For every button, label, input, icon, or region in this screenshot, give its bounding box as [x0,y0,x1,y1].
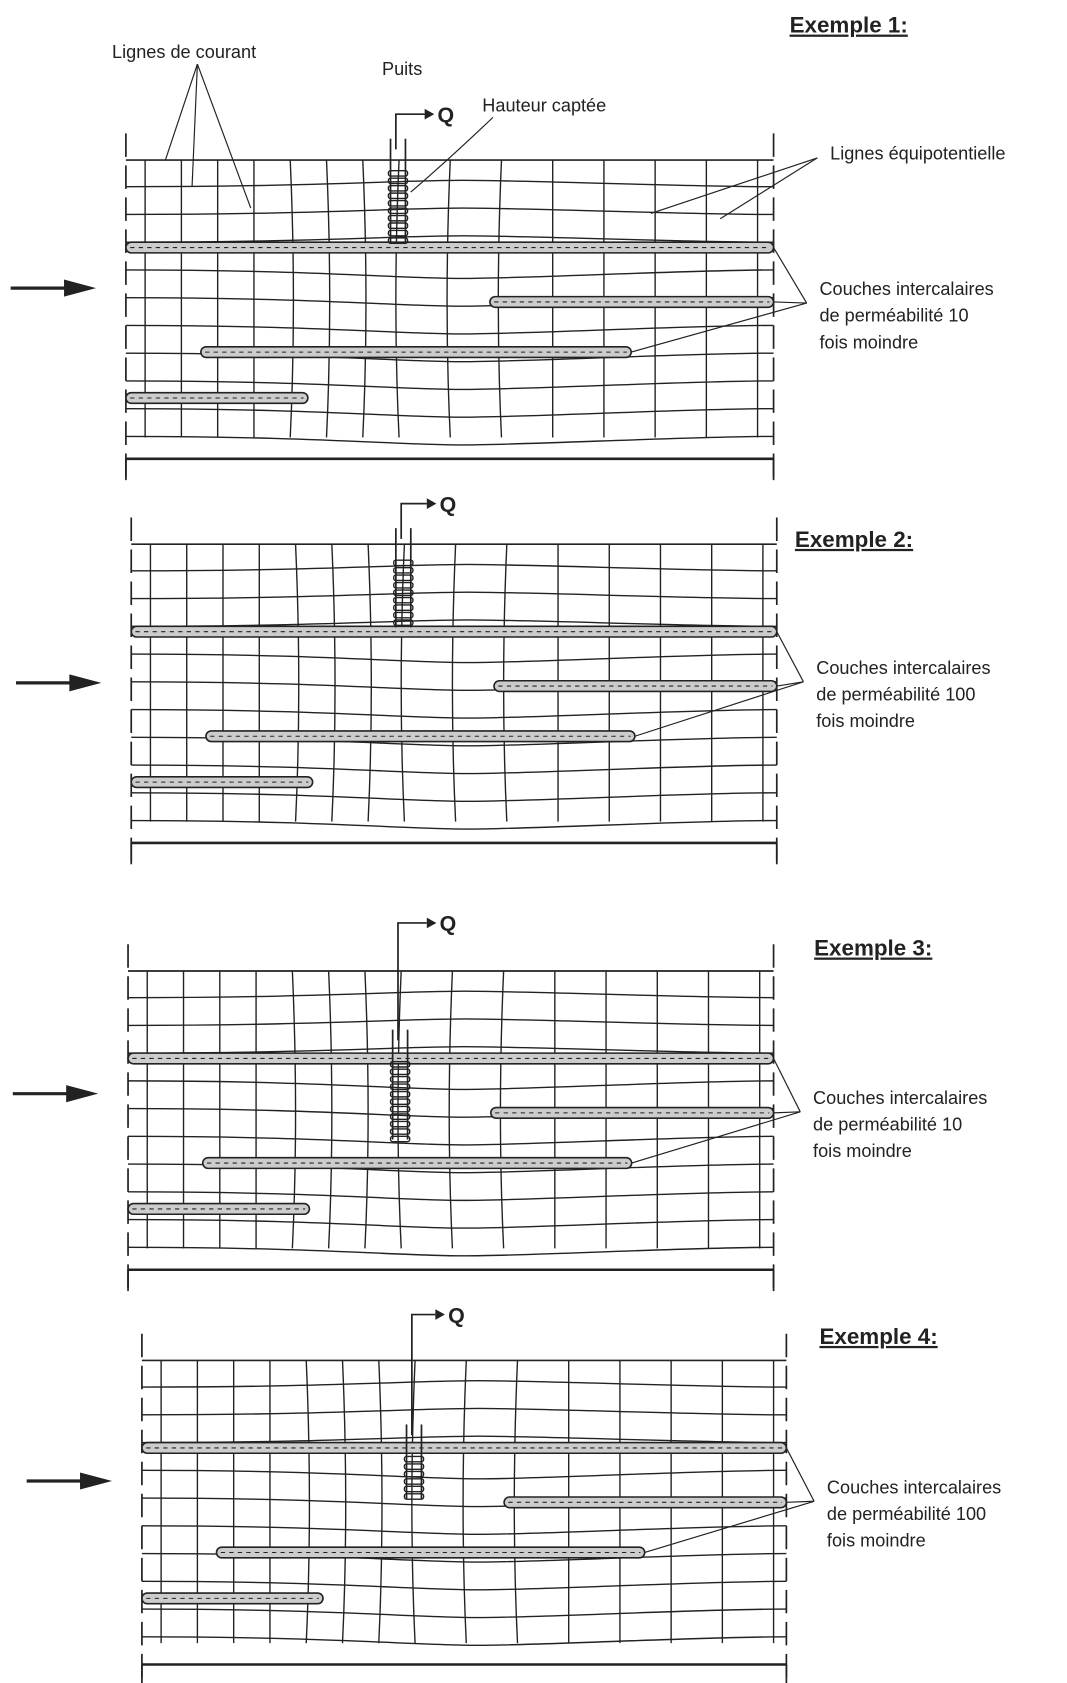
leader-line [720,158,817,219]
equipotential [329,971,332,1248]
streamline [131,821,777,830]
leader-line [165,64,197,160]
streamline [126,381,774,390]
layer-note: de perméabilité 10 [819,306,968,326]
streamline [131,710,777,719]
panel-title: Exemple 1: [790,13,908,38]
well-label: Puits [382,59,422,79]
leader-line [777,682,804,686]
inflow-arrowhead [64,280,96,297]
streamline [142,1470,786,1479]
equipotential [447,160,450,437]
layer-note: de perméabilité 100 [816,684,975,704]
inflow-arrowhead [80,1472,112,1489]
panel-title: Exemple 4: [819,1324,937,1349]
inflow-arrowhead [69,674,101,691]
panel-title: Exemple 2: [795,527,913,552]
equipotential [332,544,335,821]
streamline [126,270,774,279]
equipotential [327,160,330,437]
layer-note: Couches intercalaires [819,279,993,299]
streamline [128,1047,774,1053]
discharge-label: Q [440,912,457,936]
layer-note: de perméabilité 100 [827,1504,986,1524]
streamline [126,208,774,214]
equipotentials-label: Lignes équipotentielle [830,144,1005,164]
discharge-arrow [401,504,427,539]
layer-note: de perméabilité 10 [813,1114,962,1134]
equipotential [365,971,368,1248]
discharge-label: Q [448,1303,465,1327]
streamline [128,1247,774,1256]
streamline [142,1526,786,1535]
layer-note: Couches intercalaires [813,1088,987,1108]
panel: Q Exemple 1: Couches intercalaires de permé… [11,13,994,481]
panel: Q Exemple 2: Couches intercalaires de permé… [16,492,991,864]
leader-line [777,632,804,682]
layer-note: fois moindre [816,711,915,731]
streamline [126,236,774,242]
equipotential [379,1360,382,1643]
discharge-arrowhead [425,109,435,120]
discharge-label: Q [440,492,457,516]
panel: Q Exemple 4: Couches intercalaires de permé… [27,1303,1002,1683]
streamline [128,1081,774,1090]
leader-line [774,1058,801,1111]
equipotential [449,971,452,1248]
captured-height-label: Hauteur captée [482,95,606,115]
panel-title: Exemple 3: [814,936,932,961]
discharge-arrow [396,114,425,149]
figure: Q Exemple 1: Couches intercalaires de permé… [0,0,1067,1683]
streamline [131,654,777,663]
discharge-arrowhead [427,498,437,509]
streamline [131,620,777,626]
inflow-arrowhead [66,1085,98,1102]
layer-note: Couches intercalaires [816,658,990,678]
streamline [142,1381,786,1387]
discharge-arrow [412,1315,435,1436]
layer-note: fois moindre [813,1141,912,1161]
layer-note: fois moindre [819,332,918,352]
leader-line [786,1448,814,1501]
streamline [126,436,774,445]
equipotential [401,544,404,821]
panel: Q Exemple 3: Couches intercalaires de permé… [13,912,988,1291]
leader-line [645,1501,814,1552]
streamline [142,1609,786,1618]
layer-note: Couches intercalaires [827,1477,1001,1497]
equipotential [463,1360,466,1643]
streamline [126,325,774,334]
streamlines-label: Lignes de courant [112,42,256,62]
discharge-arrowhead [435,1309,445,1320]
discharge-arrow [398,923,427,1040]
leader-line [774,302,807,303]
equipotential [452,544,455,821]
discharge-arrowhead [427,918,437,929]
streamline [142,1637,786,1646]
leader-line [192,64,197,187]
equipotential [368,544,371,821]
streamline [128,1136,774,1145]
leader-line [774,248,807,303]
equipotential [363,160,366,437]
figure-body: Q Exemple 1: Couches intercalaires de permé… [11,13,1006,1683]
discharge-label: Q [437,103,454,127]
equipotential [396,160,399,437]
layer-note: fois moindre [827,1531,926,1551]
